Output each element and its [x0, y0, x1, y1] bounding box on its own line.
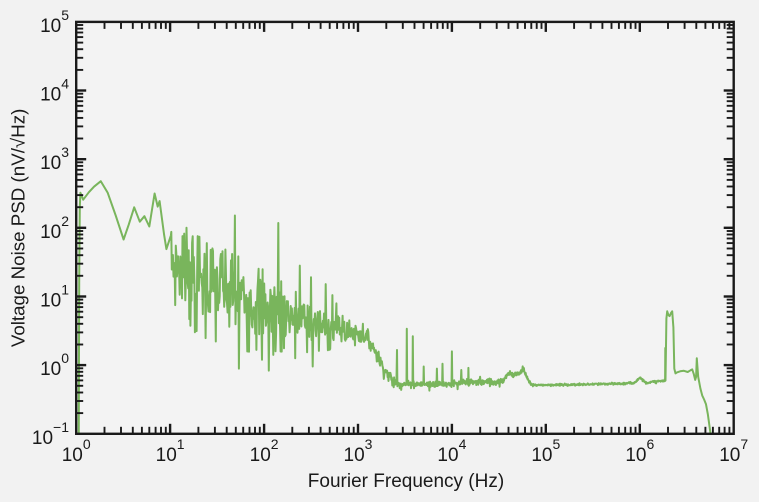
svg-text:Fourier Frequency (Hz): Fourier Frequency (Hz)	[308, 471, 504, 492]
svg-text:Voltage Noise PSD (nV/√Hz): Voltage Noise PSD (nV/√Hz)	[8, 109, 29, 348]
